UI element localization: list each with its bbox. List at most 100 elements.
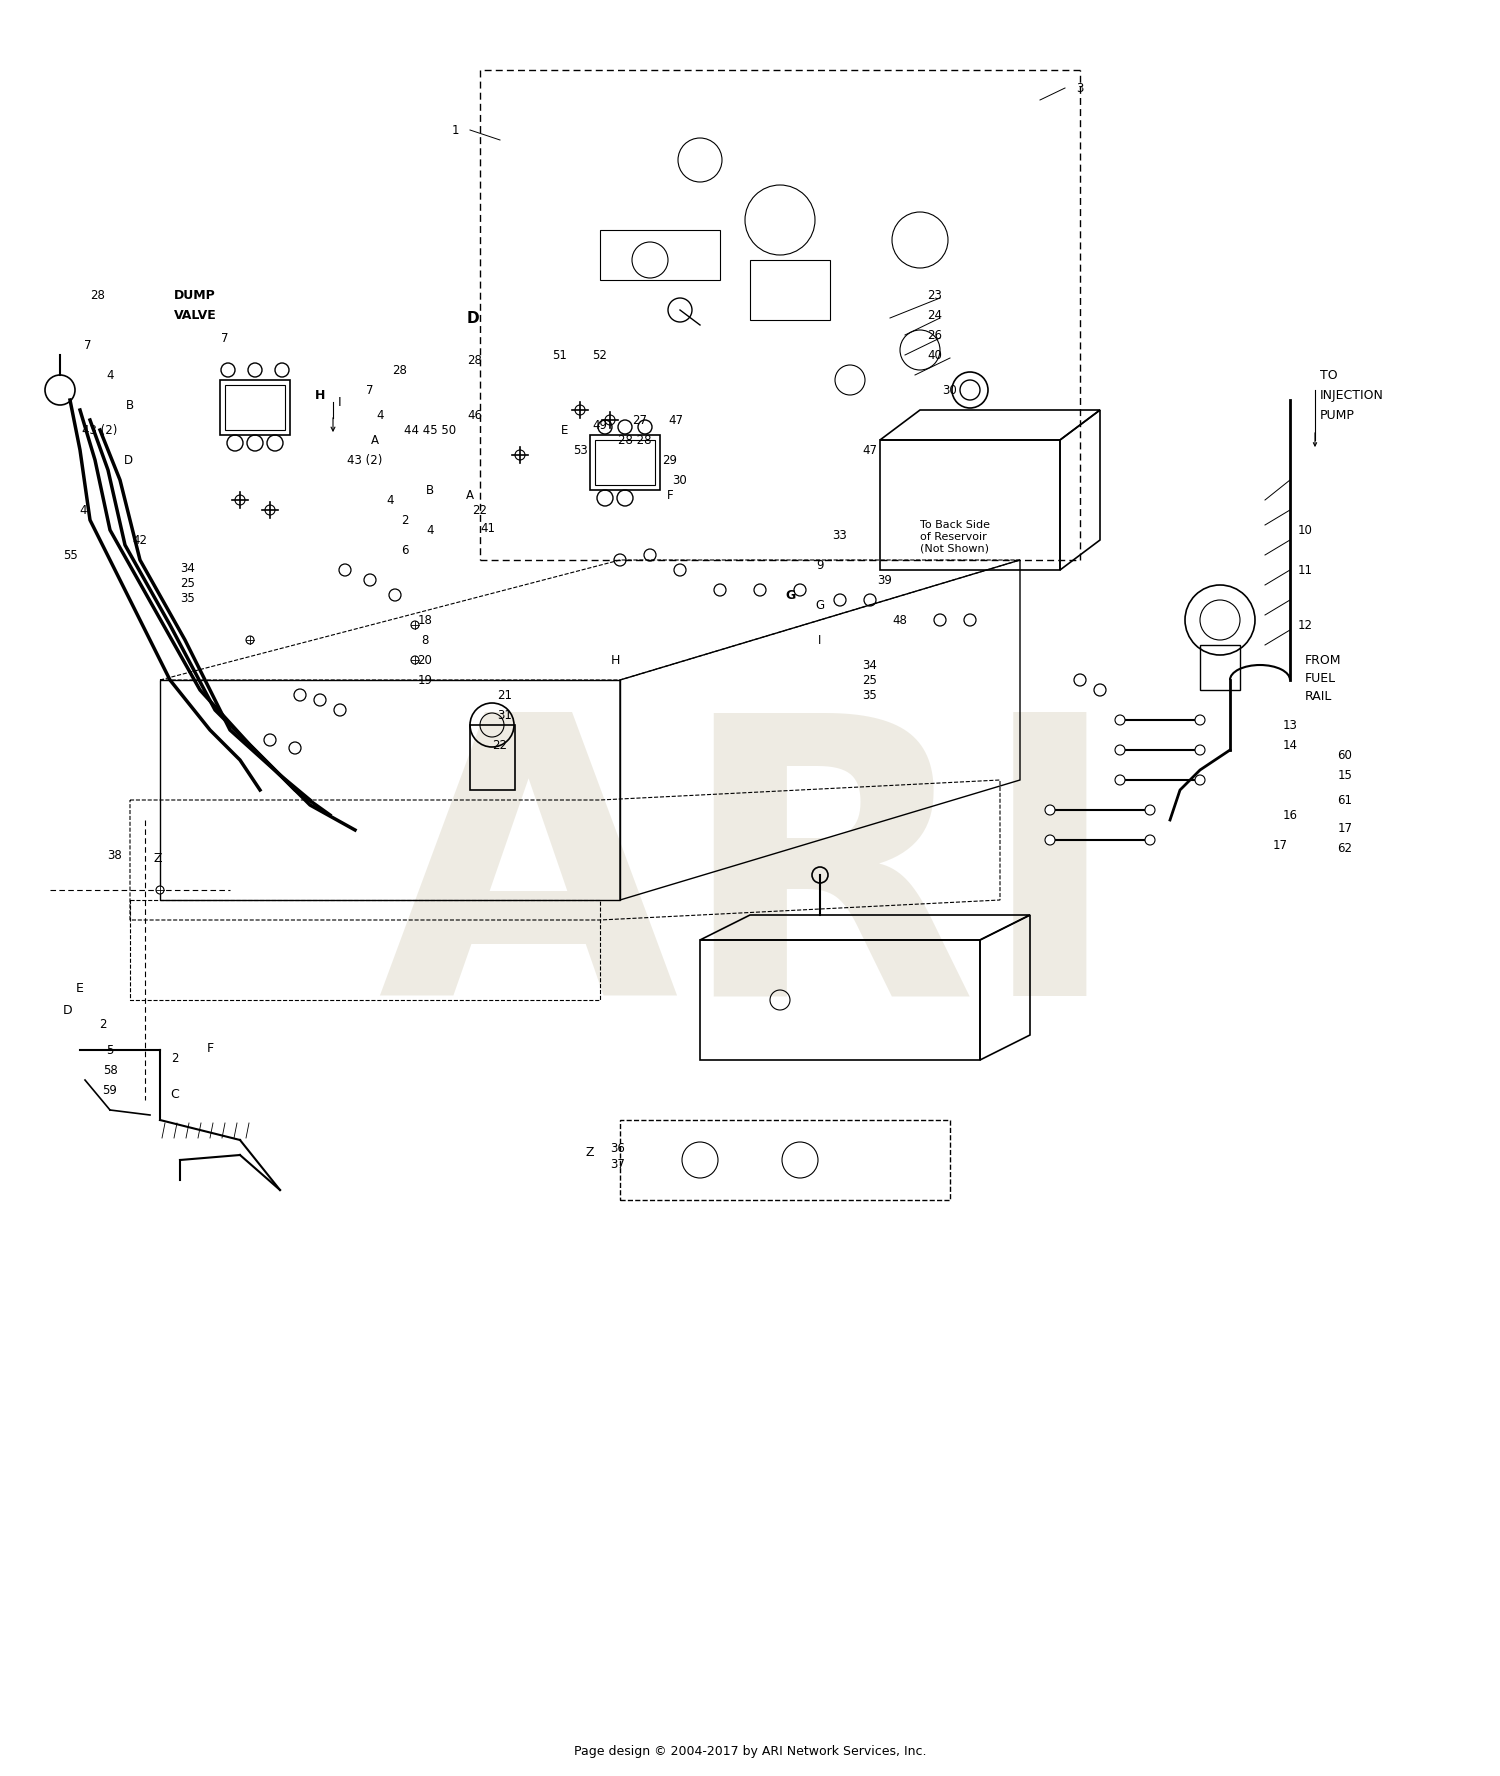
Text: E: E [561, 423, 568, 437]
Text: 44 45 50: 44 45 50 [404, 423, 456, 437]
Text: G: G [816, 599, 825, 611]
Text: Z: Z [585, 1147, 594, 1160]
Text: 60: 60 [1338, 748, 1353, 762]
Text: FROM: FROM [1305, 654, 1341, 666]
Text: C: C [171, 1089, 180, 1101]
Text: 41: 41 [480, 522, 495, 535]
Text: 31: 31 [498, 709, 513, 721]
Text: 33: 33 [833, 529, 848, 542]
Text: 9: 9 [816, 558, 824, 572]
Bar [470, 725, 514, 790]
Text: 28: 28 [90, 288, 105, 302]
Text: RAIL: RAIL [1305, 689, 1332, 703]
Text: 5: 5 [106, 1044, 114, 1057]
Text: 22: 22 [472, 504, 488, 517]
Circle shape [1196, 774, 1204, 785]
Circle shape [1046, 805, 1054, 815]
Text: 24: 24 [927, 309, 942, 321]
Text: B: B [126, 398, 134, 412]
Text: 7: 7 [222, 332, 228, 345]
Text: INJECTION: INJECTION [1320, 389, 1384, 401]
Bar [590, 435, 660, 490]
Text: PUMP: PUMP [1320, 408, 1354, 421]
Text: 10: 10 [1298, 524, 1312, 536]
Text: 19: 19 [417, 673, 432, 687]
Circle shape [1144, 835, 1155, 845]
Bar [220, 380, 290, 435]
Text: 28: 28 [468, 353, 483, 366]
Text: 23: 23 [927, 288, 942, 302]
Text: 18: 18 [417, 613, 432, 627]
Text: DUMP: DUMP [174, 288, 216, 302]
Text: 4: 4 [106, 368, 114, 382]
Text: 46: 46 [468, 408, 483, 421]
Circle shape [1196, 716, 1204, 725]
Text: 17: 17 [1338, 822, 1353, 835]
Text: 6: 6 [402, 543, 408, 556]
Text: 25: 25 [862, 673, 877, 687]
Text: 1: 1 [452, 124, 459, 137]
Text: 53: 53 [573, 444, 588, 456]
Text: 61: 61 [1338, 794, 1353, 806]
Text: 2: 2 [171, 1051, 178, 1064]
Text: 36: 36 [610, 1142, 626, 1154]
Text: 4: 4 [387, 494, 393, 506]
Text: 22: 22 [492, 739, 507, 751]
Text: 43 (2): 43 (2) [82, 423, 117, 437]
Text: 7: 7 [84, 339, 92, 352]
Text: 29: 29 [663, 453, 678, 467]
Text: D: D [123, 453, 132, 467]
Text: 55: 55 [63, 549, 78, 561]
Text: 28: 28 [393, 364, 408, 377]
Text: 34: 34 [180, 561, 195, 574]
Bar [700, 940, 980, 1060]
Text: VALVE: VALVE [174, 309, 216, 321]
Circle shape [1046, 835, 1054, 845]
Circle shape [1114, 744, 1125, 755]
Text: ARI: ARI [378, 700, 1122, 1076]
Text: 39: 39 [878, 574, 892, 586]
Text: 17: 17 [1272, 838, 1287, 851]
Bar [750, 259, 830, 320]
Text: D: D [466, 311, 480, 325]
Bar [1200, 645, 1240, 691]
Text: 48: 48 [892, 613, 908, 627]
Text: 20: 20 [417, 654, 432, 666]
Text: 42: 42 [132, 533, 147, 547]
Text: 21: 21 [498, 689, 513, 702]
Bar [225, 385, 285, 430]
Text: G: G [784, 588, 795, 602]
Text: D: D [63, 1003, 74, 1016]
Text: H: H [610, 654, 620, 666]
Text: 43 (2): 43 (2) [348, 453, 382, 467]
Text: A: A [466, 488, 474, 501]
Text: 2: 2 [402, 513, 408, 526]
Text: 49: 49 [592, 419, 608, 432]
Text: FUEL: FUEL [1305, 671, 1336, 684]
Text: 25: 25 [180, 577, 195, 590]
Text: 16: 16 [1282, 808, 1298, 822]
Text: 15: 15 [1338, 769, 1353, 781]
Text: 12: 12 [1298, 618, 1312, 632]
Text: 4: 4 [80, 504, 87, 517]
Circle shape [1114, 774, 1125, 785]
Text: 40: 40 [927, 348, 942, 362]
Text: 52: 52 [592, 348, 608, 362]
Text: I: I [819, 634, 822, 646]
Text: Z: Z [153, 851, 162, 865]
Text: 59: 59 [102, 1083, 117, 1096]
Text: 4: 4 [426, 524, 433, 536]
Circle shape [246, 636, 254, 645]
Text: 34: 34 [862, 659, 877, 671]
Text: 58: 58 [102, 1064, 117, 1076]
Text: A: A [370, 433, 380, 446]
Text: F: F [666, 488, 674, 501]
Text: 2: 2 [99, 1018, 106, 1032]
Text: E: E [76, 982, 84, 995]
Bar [880, 440, 1060, 570]
Text: 28 28: 28 28 [618, 433, 651, 446]
Circle shape [411, 622, 419, 629]
Text: H: H [315, 389, 326, 401]
Text: 27: 27 [633, 414, 648, 426]
Text: I: I [338, 396, 342, 408]
